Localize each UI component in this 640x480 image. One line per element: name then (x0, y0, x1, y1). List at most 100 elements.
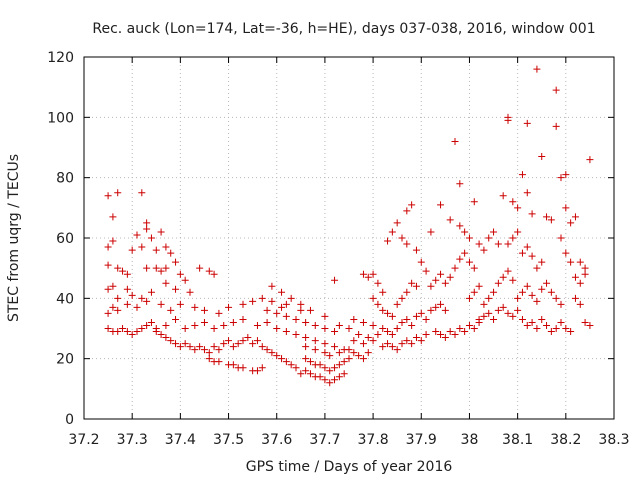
data-point (321, 349, 329, 357)
y-tick-label: 120 (47, 50, 74, 66)
data-point (465, 258, 473, 266)
data-point (306, 358, 314, 366)
data-point (123, 328, 131, 336)
data-point (229, 318, 237, 326)
data-point (200, 306, 208, 314)
data-point (557, 234, 565, 242)
data-point (437, 270, 445, 278)
data-point (461, 328, 469, 336)
data-point (509, 198, 517, 206)
data-point (123, 300, 131, 308)
data-point (157, 267, 165, 275)
axis-ticks (83, 56, 615, 420)
data-point (581, 270, 589, 278)
data-point (403, 207, 411, 215)
data-point (268, 297, 276, 305)
data-point (138, 189, 146, 197)
data-point (157, 228, 165, 236)
data-point (470, 264, 478, 272)
data-point (239, 364, 247, 372)
data-point (388, 228, 396, 236)
data-point (273, 352, 281, 360)
y-tick-labels: 0 20 40 60 80 100 120 (47, 50, 74, 428)
data-point (316, 361, 324, 369)
data-point (345, 325, 353, 332)
data-point (200, 346, 208, 354)
data-point (268, 282, 276, 290)
data-point (518, 315, 526, 323)
data-point (104, 192, 112, 200)
data-point (562, 204, 570, 212)
data-point (311, 346, 319, 354)
data-point (321, 376, 329, 384)
x-tick-label: 38 (461, 432, 479, 448)
data-point (408, 279, 416, 287)
data-point (181, 340, 189, 348)
data-point (576, 279, 584, 287)
data-point (456, 222, 464, 230)
data-point (547, 288, 555, 296)
data-point (350, 337, 358, 345)
data-point (393, 346, 401, 354)
data-point (388, 312, 396, 320)
data-point (147, 234, 155, 242)
data-point (258, 294, 266, 302)
data-point (114, 294, 122, 302)
data-point (311, 337, 319, 345)
data-point (518, 288, 526, 296)
data-point (446, 216, 454, 224)
data-point (306, 370, 314, 378)
data-point (220, 340, 228, 348)
data-point (441, 279, 449, 287)
data-point (499, 303, 507, 311)
data-point (172, 258, 180, 266)
data-point (369, 337, 377, 345)
data-point (557, 300, 565, 308)
data-point (417, 337, 425, 345)
data-point (384, 328, 392, 336)
data-point (302, 318, 310, 326)
data-point (547, 216, 555, 224)
data-point (441, 306, 449, 314)
data-point (461, 249, 469, 257)
data-point (427, 306, 435, 314)
data-point (509, 276, 517, 284)
data-point (239, 300, 247, 308)
data-point (359, 340, 367, 348)
data-point (133, 303, 141, 311)
data-point (162, 334, 170, 342)
data-point (109, 237, 117, 245)
data-point (258, 364, 266, 372)
data-point (576, 300, 584, 308)
data-point (576, 258, 584, 266)
data-point (509, 234, 517, 242)
data-point (335, 361, 343, 369)
x-tick-label: 37.8 (358, 432, 389, 448)
data-point (297, 306, 305, 314)
data-point (181, 276, 189, 284)
x-tick-label: 38.1 (502, 432, 533, 448)
data-point (422, 331, 430, 339)
data-point (374, 300, 382, 308)
data-point (162, 264, 170, 272)
data-point (412, 334, 420, 342)
x-tick-label: 38.2 (550, 432, 581, 448)
data-point (412, 282, 420, 290)
data-point (427, 228, 435, 236)
data-point (364, 273, 372, 281)
data-point (167, 306, 175, 314)
data-point (302, 343, 310, 351)
data-point (403, 288, 411, 296)
data-point (586, 321, 594, 329)
data-point (398, 294, 406, 302)
data-point (278, 355, 286, 363)
data-point (364, 334, 372, 342)
data-point (461, 228, 469, 236)
data-point (552, 294, 560, 302)
data-point (523, 119, 531, 127)
data-point (249, 297, 257, 305)
data-point (504, 240, 512, 248)
data-point (432, 303, 440, 311)
chart-title: Rec. auck (Lon=174, Lat=-36, h=HE), days… (92, 21, 595, 37)
